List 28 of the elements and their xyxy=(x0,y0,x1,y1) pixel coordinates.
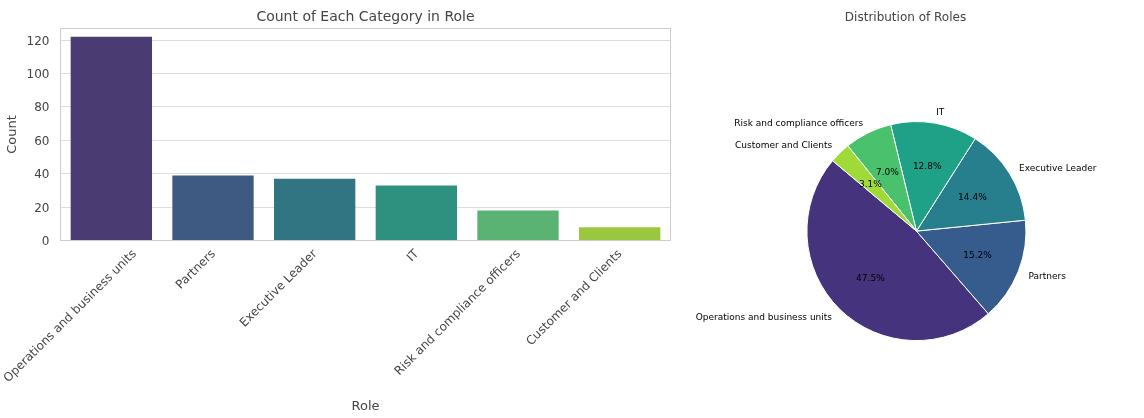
bar xyxy=(579,227,661,241)
y-tick-label: 20 xyxy=(34,200,50,215)
slice-label: Risk and compliance officers xyxy=(734,118,864,129)
data-label: 47.5% xyxy=(856,272,886,283)
slice-label: Executive Leader xyxy=(1019,162,1097,173)
y-tick-label: 60 xyxy=(34,133,50,148)
y-tick-label: 80 xyxy=(34,100,50,115)
chart-title: Count of Each Category in Role xyxy=(256,7,475,24)
y-tick-label: 100 xyxy=(26,67,50,82)
y-tick-label: 0 xyxy=(41,234,50,248)
slice-label: IT xyxy=(936,107,945,118)
x-axis-title: Role xyxy=(351,397,380,413)
x-tick-label: IT xyxy=(403,246,422,265)
slice-label: Partners xyxy=(1028,270,1067,281)
bar xyxy=(274,178,356,241)
bar xyxy=(70,36,152,241)
y-tick-label: 40 xyxy=(34,167,50,182)
bar xyxy=(172,175,254,241)
bar xyxy=(477,210,559,241)
data-label: 7.0% xyxy=(875,167,900,178)
data-label: 12.8% xyxy=(912,161,942,172)
bar xyxy=(375,185,457,241)
chart-title: Distribution of Roles xyxy=(844,9,967,24)
data-label: 14.4% xyxy=(958,191,988,202)
slice-label: Customer and Clients xyxy=(735,140,833,151)
y-tick-label: 120 xyxy=(26,33,50,48)
y-axis-title: Count xyxy=(3,115,19,154)
data-label: 15.2% xyxy=(963,250,993,261)
